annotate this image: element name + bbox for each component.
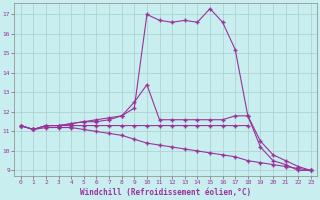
X-axis label: Windchill (Refroidissement éolien,°C): Windchill (Refroidissement éolien,°C)	[80, 188, 252, 197]
